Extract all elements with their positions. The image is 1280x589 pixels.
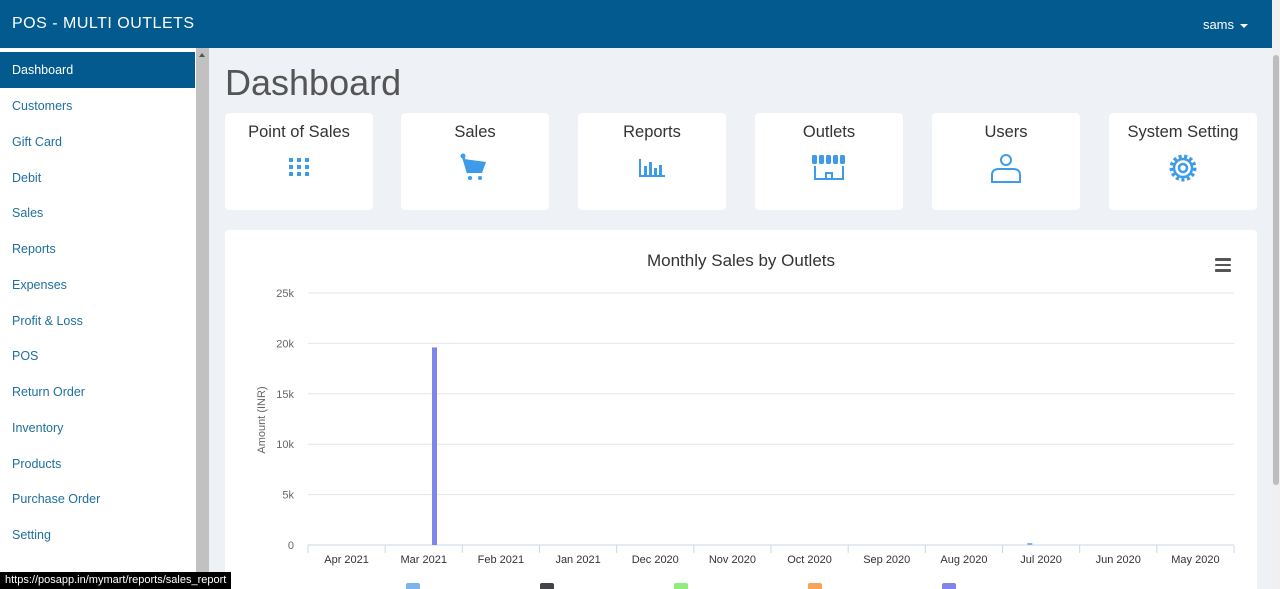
sidebar: Dashboard Customers Gift Card Debit Sale… xyxy=(0,48,196,589)
sidebar-item-debit[interactable]: Debit xyxy=(12,171,42,185)
x-tick-label: Feb 2021 xyxy=(478,554,524,566)
user-icon xyxy=(991,154,1021,183)
sidebar-scrollbar[interactable] xyxy=(196,48,209,589)
y-tick-label: 10k xyxy=(276,439,294,451)
x-tick-label: Jan 2021 xyxy=(555,554,600,566)
sidebar-item-dashboard[interactable]: Dashboard xyxy=(0,52,195,88)
page-title: Dashboard xyxy=(225,62,402,103)
legend-swatch[interactable] xyxy=(808,583,822,589)
chart-card xyxy=(225,230,1257,589)
sidebar-item-expenses[interactable]: Expenses xyxy=(12,278,67,292)
tile-label: Users xyxy=(984,123,1028,141)
sidebar-item-setting[interactable]: Setting xyxy=(12,528,51,542)
x-tick-label: Mar 2021 xyxy=(401,554,447,566)
legend-swatch[interactable] xyxy=(942,583,956,589)
sidebar-item-products[interactable]: Products xyxy=(12,457,62,471)
y-tick-label: 0 xyxy=(288,540,294,552)
y-tick-label: 20k xyxy=(276,338,294,350)
gear-icon xyxy=(1169,154,1197,182)
top-navbar: POS - MULTI OUTLETS sams xyxy=(0,0,1272,48)
tile-label: Point of Sales xyxy=(248,123,350,141)
brand-title[interactable]: POS - MULTI OUTLETS xyxy=(12,15,195,32)
x-tick-label: Sep 2020 xyxy=(863,554,910,566)
x-tick-label: Dec 2020 xyxy=(632,554,679,566)
x-tick-label: Jul 2020 xyxy=(1020,554,1062,566)
cart-icon xyxy=(460,153,486,180)
x-tick-label: Nov 2020 xyxy=(709,554,756,566)
chart-title: Monthly Sales by Outlets xyxy=(647,251,835,270)
tile-sales[interactable]: Sales xyxy=(401,113,549,210)
tile-label: Reports xyxy=(623,123,681,141)
sidebar-item-sales[interactable]: Sales xyxy=(12,206,44,220)
page-scrollbar-thumb[interactable] xyxy=(1273,55,1279,485)
user-name: sams xyxy=(1202,17,1234,32)
sidebar-item-reports[interactable]: Reports xyxy=(12,242,56,256)
x-tick-label: Oct 2020 xyxy=(787,554,832,566)
sidebar-item-profit-loss[interactable]: Profit & Loss xyxy=(12,314,83,328)
grid-icon xyxy=(289,158,309,176)
user-menu[interactable]: sams xyxy=(1203,17,1248,32)
bar[interactable] xyxy=(432,347,437,545)
tile-system-setting[interactable]: System Setting xyxy=(1109,113,1257,210)
y-tick-label: 25k xyxy=(276,288,294,300)
x-tick-label: May 2020 xyxy=(1171,554,1219,566)
chart-menu-icon[interactable] xyxy=(1215,258,1231,272)
sidebar-item-gift-card[interactable]: Gift Card xyxy=(12,135,63,149)
bar[interactable] xyxy=(1027,542,1033,545)
y-tick-label: 5k xyxy=(282,490,294,502)
storefront-icon xyxy=(812,155,845,180)
tile-label: Sales xyxy=(454,123,496,141)
sidebar-item-inventory[interactable]: Inventory xyxy=(12,421,64,435)
legend-swatch[interactable] xyxy=(540,583,554,589)
sidebar-item-pos[interactable]: POS xyxy=(12,349,39,363)
scroll-up-arrow-icon[interactable] xyxy=(199,53,205,57)
tile-point-of-sales[interactable]: Point of Sales xyxy=(225,113,373,210)
tile-users[interactable]: Users xyxy=(932,113,1080,210)
x-tick-label: Jun 2020 xyxy=(1096,554,1141,566)
legend-swatch[interactable] xyxy=(674,583,688,589)
page-scrollbar[interactable] xyxy=(1272,0,1280,589)
status-bar-url: https://posapp.in/mymart/reports/sales_r… xyxy=(0,572,232,589)
sidebar-item-purchase-order[interactable]: Purchase Order xyxy=(12,492,101,506)
x-tick-label: Aug 2020 xyxy=(940,554,987,566)
sidebar-item-return-order[interactable]: Return Order xyxy=(12,385,85,399)
caret-down-icon xyxy=(1240,23,1248,28)
sidebar-item-customers[interactable]: Customers xyxy=(12,99,73,113)
tile-label: System Setting xyxy=(1127,123,1239,141)
legend-swatch[interactable] xyxy=(406,583,420,589)
tile-reports[interactable]: Reports xyxy=(578,113,726,210)
tile-outlets[interactable]: Outlets xyxy=(755,113,903,210)
bar-chart-icon xyxy=(639,159,665,177)
tile-label: Outlets xyxy=(802,123,856,141)
x-tick-label: Apr 2021 xyxy=(324,554,369,566)
chart-ylabel: Amount (INR) xyxy=(256,386,268,453)
y-tick-label: 15k xyxy=(276,389,294,401)
